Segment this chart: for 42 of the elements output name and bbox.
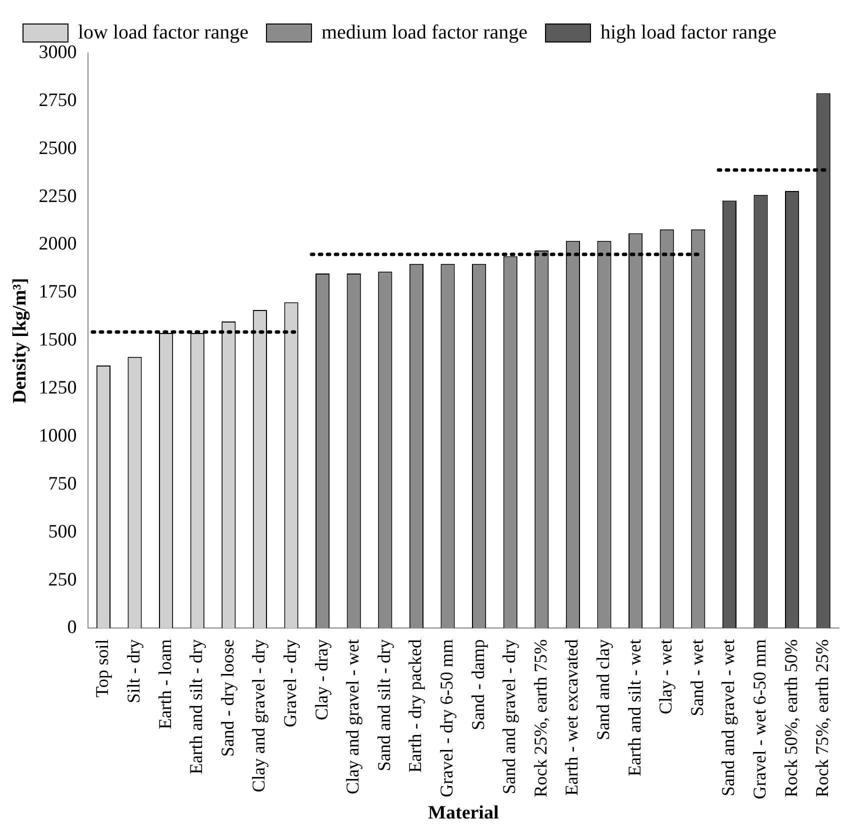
y-tick-label: 2000	[38, 234, 77, 255]
x-tick-label: Gravel - wet 6-50 mm	[749, 639, 770, 800]
x-tick-label: Clay - wet	[656, 639, 676, 714]
x-tick-label: Gravel - dry	[280, 639, 300, 728]
x-tick-label: Earth - dry packed	[405, 639, 426, 773]
x-tick-label: Rock 75%, earth 25%	[812, 639, 832, 798]
y-tick-label: 1250	[38, 378, 77, 399]
x-tick-label: Rock 50%, earth 50%	[780, 639, 801, 798]
y-tick-label: 3000	[38, 42, 77, 63]
x-tick-label: Earth and silt - wet	[624, 639, 644, 776]
x-tick-label: Sand - damp	[468, 639, 488, 730]
x-tick-label: Clay and gravel - dry	[248, 639, 269, 792]
y-tick-label: 2750	[38, 90, 77, 111]
x-tick-label: Clay and gravel - wet	[342, 639, 363, 794]
x-tick-label: Earth - loam	[154, 639, 175, 730]
legend-label: medium load factor range	[321, 21, 528, 44]
x-tick-label: Earth and silt - dry	[186, 639, 206, 774]
legend-label: high load factor range	[600, 21, 777, 44]
x-tick-label: Sand and silt - dry	[374, 639, 394, 772]
x-tick-label: Sand - wet	[686, 639, 707, 716]
y-axis-title: Density [kg/m³]	[9, 278, 30, 404]
y-tick-label: 2250	[38, 186, 77, 207]
y-tick-label: 0	[67, 617, 77, 638]
y-tick-label: 1750	[38, 282, 77, 303]
x-axis-title: Material	[428, 802, 499, 824]
x-tick-label: Silt - dry	[123, 639, 144, 704]
legend-label: low load factor range	[78, 21, 249, 44]
x-tick-label: Sand and gravel - dry	[499, 639, 520, 794]
x-tick-label: Sand and gravel - wet	[718, 639, 738, 796]
x-tick-label: Top soil	[92, 639, 112, 698]
y-tick-label: 1500	[38, 330, 77, 351]
x-tick-label: Sand - dry loose	[217, 639, 238, 757]
y-tick-label: 2500	[38, 138, 77, 159]
y-tick-label: 750	[48, 473, 77, 494]
x-tick-label: Gravel - dry 6-50 mm	[436, 639, 456, 798]
x-tick-label: Earth - wet excavated	[562, 639, 582, 796]
y-tick-label: 1000	[38, 425, 77, 446]
x-tick-label: Clay - dray	[311, 639, 332, 720]
y-tick-label: 500	[48, 521, 77, 542]
x-tick-label: Sand and clay	[592, 639, 613, 740]
x-tick-label: Rock 25%, earth 75%	[530, 639, 550, 798]
y-tick-label: 250	[48, 569, 77, 590]
